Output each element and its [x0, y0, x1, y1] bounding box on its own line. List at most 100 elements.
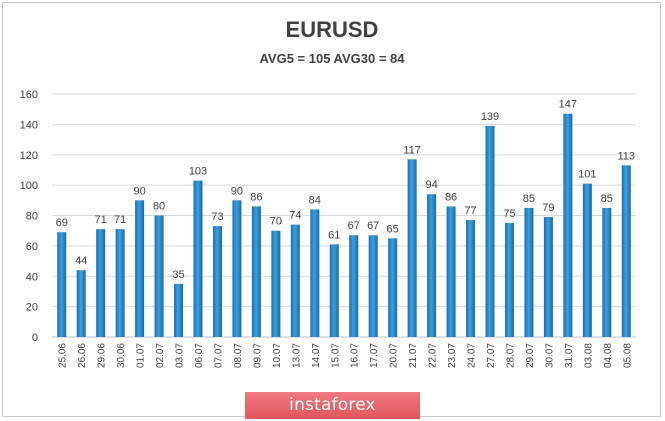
y-tick-label: 60: [26, 241, 38, 253]
x-tick-label: 07.07: [213, 343, 224, 368]
x-tick-label: 27.07: [486, 343, 497, 368]
x-tick-label: 28.07: [505, 343, 516, 368]
bar: [388, 238, 398, 337]
chart-title: EURUSD: [286, 17, 379, 42]
instaforex-logo: instaforex: [245, 392, 420, 419]
data-label: 67: [348, 220, 360, 232]
x-tick-label: 26.06: [77, 343, 88, 368]
data-label: 90: [231, 185, 243, 197]
bar: [329, 244, 339, 337]
y-axis: 0 20 40 60 80 100 120 140 160: [20, 89, 38, 344]
data-label: 71: [114, 214, 126, 226]
chart-subtitle: AVG5 = 105 AVG30 = 84: [259, 51, 405, 66]
chart-frame: [2, 2, 661, 417]
x-tick-label: 22.07: [428, 343, 439, 368]
x-tick-label: 03.07: [175, 343, 186, 368]
x-tick-label: 03.08: [583, 343, 594, 368]
bar: [485, 125, 495, 337]
bar: [193, 180, 203, 337]
y-tick-label: 0: [32, 332, 38, 344]
bar: [251, 206, 261, 337]
x-tick-label: 17.07: [369, 343, 380, 368]
bar: [466, 220, 476, 337]
data-label: 74: [289, 210, 301, 222]
bar: [427, 194, 437, 337]
data-label: 117: [403, 144, 421, 156]
data-labels: 69 44 71 71 90 80 35 103 73 90 86 70 74 84 61 67 67 65 117…: [56, 99, 635, 281]
x-tick-label: 01.07: [136, 343, 147, 368]
data-label: 79: [542, 202, 554, 214]
x-tick-label: 13.07: [291, 343, 302, 368]
bar: [96, 229, 106, 337]
y-tick-label: 80: [26, 211, 38, 223]
y-tick-label: 40: [26, 271, 38, 283]
gridlines: [52, 93, 636, 338]
x-tick-label: 23.07: [447, 343, 458, 368]
y-tick-label: 120: [20, 150, 38, 162]
data-label: 70: [270, 216, 282, 228]
data-label: 94: [425, 179, 437, 191]
x-tick-label: 30.06: [116, 343, 127, 368]
data-label: 67: [367, 220, 379, 232]
bar: [563, 113, 573, 338]
data-label: 73: [211, 211, 223, 223]
data-label: 103: [189, 166, 207, 178]
data-label: 85: [523, 193, 535, 205]
data-label: 101: [578, 169, 596, 181]
x-tick-label: 10.07: [272, 343, 283, 368]
data-label: 71: [95, 214, 107, 226]
y-tick-label: 140: [20, 119, 38, 131]
x-tick-label: 02.07: [155, 343, 166, 368]
bar: [524, 207, 534, 337]
bar: [135, 200, 145, 337]
bar: [76, 270, 86, 337]
bar: [212, 226, 222, 337]
data-label: 84: [309, 194, 321, 206]
data-label: 77: [464, 205, 476, 217]
bar: [310, 209, 320, 337]
bar: [602, 207, 612, 337]
x-tick-label: 06.07: [194, 343, 205, 368]
x-tick-label: 08.07: [233, 343, 244, 368]
bar: [174, 283, 184, 337]
x-tick-label: 20.07: [389, 343, 400, 368]
x-tick-label: 05.08: [622, 343, 633, 368]
data-label: 69: [56, 217, 68, 229]
x-axis: 25.06 26.06 29.06 30.06 01.07 02.07 03.07 06.07…: [58, 343, 634, 368]
data-label: 90: [133, 185, 145, 197]
bar: [407, 159, 417, 337]
data-label: 85: [601, 193, 613, 205]
x-tick-label: 24.07: [467, 343, 478, 368]
y-tick-label: 160: [20, 89, 38, 101]
bar: [621, 165, 631, 337]
bar: [154, 215, 164, 337]
bars: [57, 113, 631, 338]
bar: [368, 235, 378, 337]
bar: [271, 230, 281, 337]
bar: [57, 232, 67, 337]
x-tick-label: 29.07: [525, 343, 536, 368]
x-tick-label: 14.07: [311, 343, 322, 368]
x-tick-label: 21.07: [408, 343, 419, 368]
bar: [543, 217, 553, 337]
data-label: 147: [559, 99, 577, 111]
data-label: 65: [387, 223, 399, 235]
data-label: 86: [445, 191, 457, 203]
y-tick-label: 20: [26, 302, 38, 314]
bar: [232, 200, 242, 337]
y-tick-label: 100: [20, 180, 38, 192]
bar: [582, 183, 592, 337]
x-tick-label: 15.07: [330, 343, 341, 368]
data-label: 113: [617, 150, 635, 162]
x-tick-label: 30.07: [544, 343, 555, 368]
x-tick-label: 16.07: [350, 343, 361, 368]
data-label: 61: [328, 229, 340, 241]
bar: [290, 224, 300, 337]
data-label: 86: [250, 191, 262, 203]
x-tick-label: 25.06: [58, 343, 69, 368]
data-label: 80: [153, 201, 165, 213]
bar: [349, 235, 359, 337]
bar: [504, 223, 514, 337]
x-tick-label: 31.07: [564, 343, 575, 368]
